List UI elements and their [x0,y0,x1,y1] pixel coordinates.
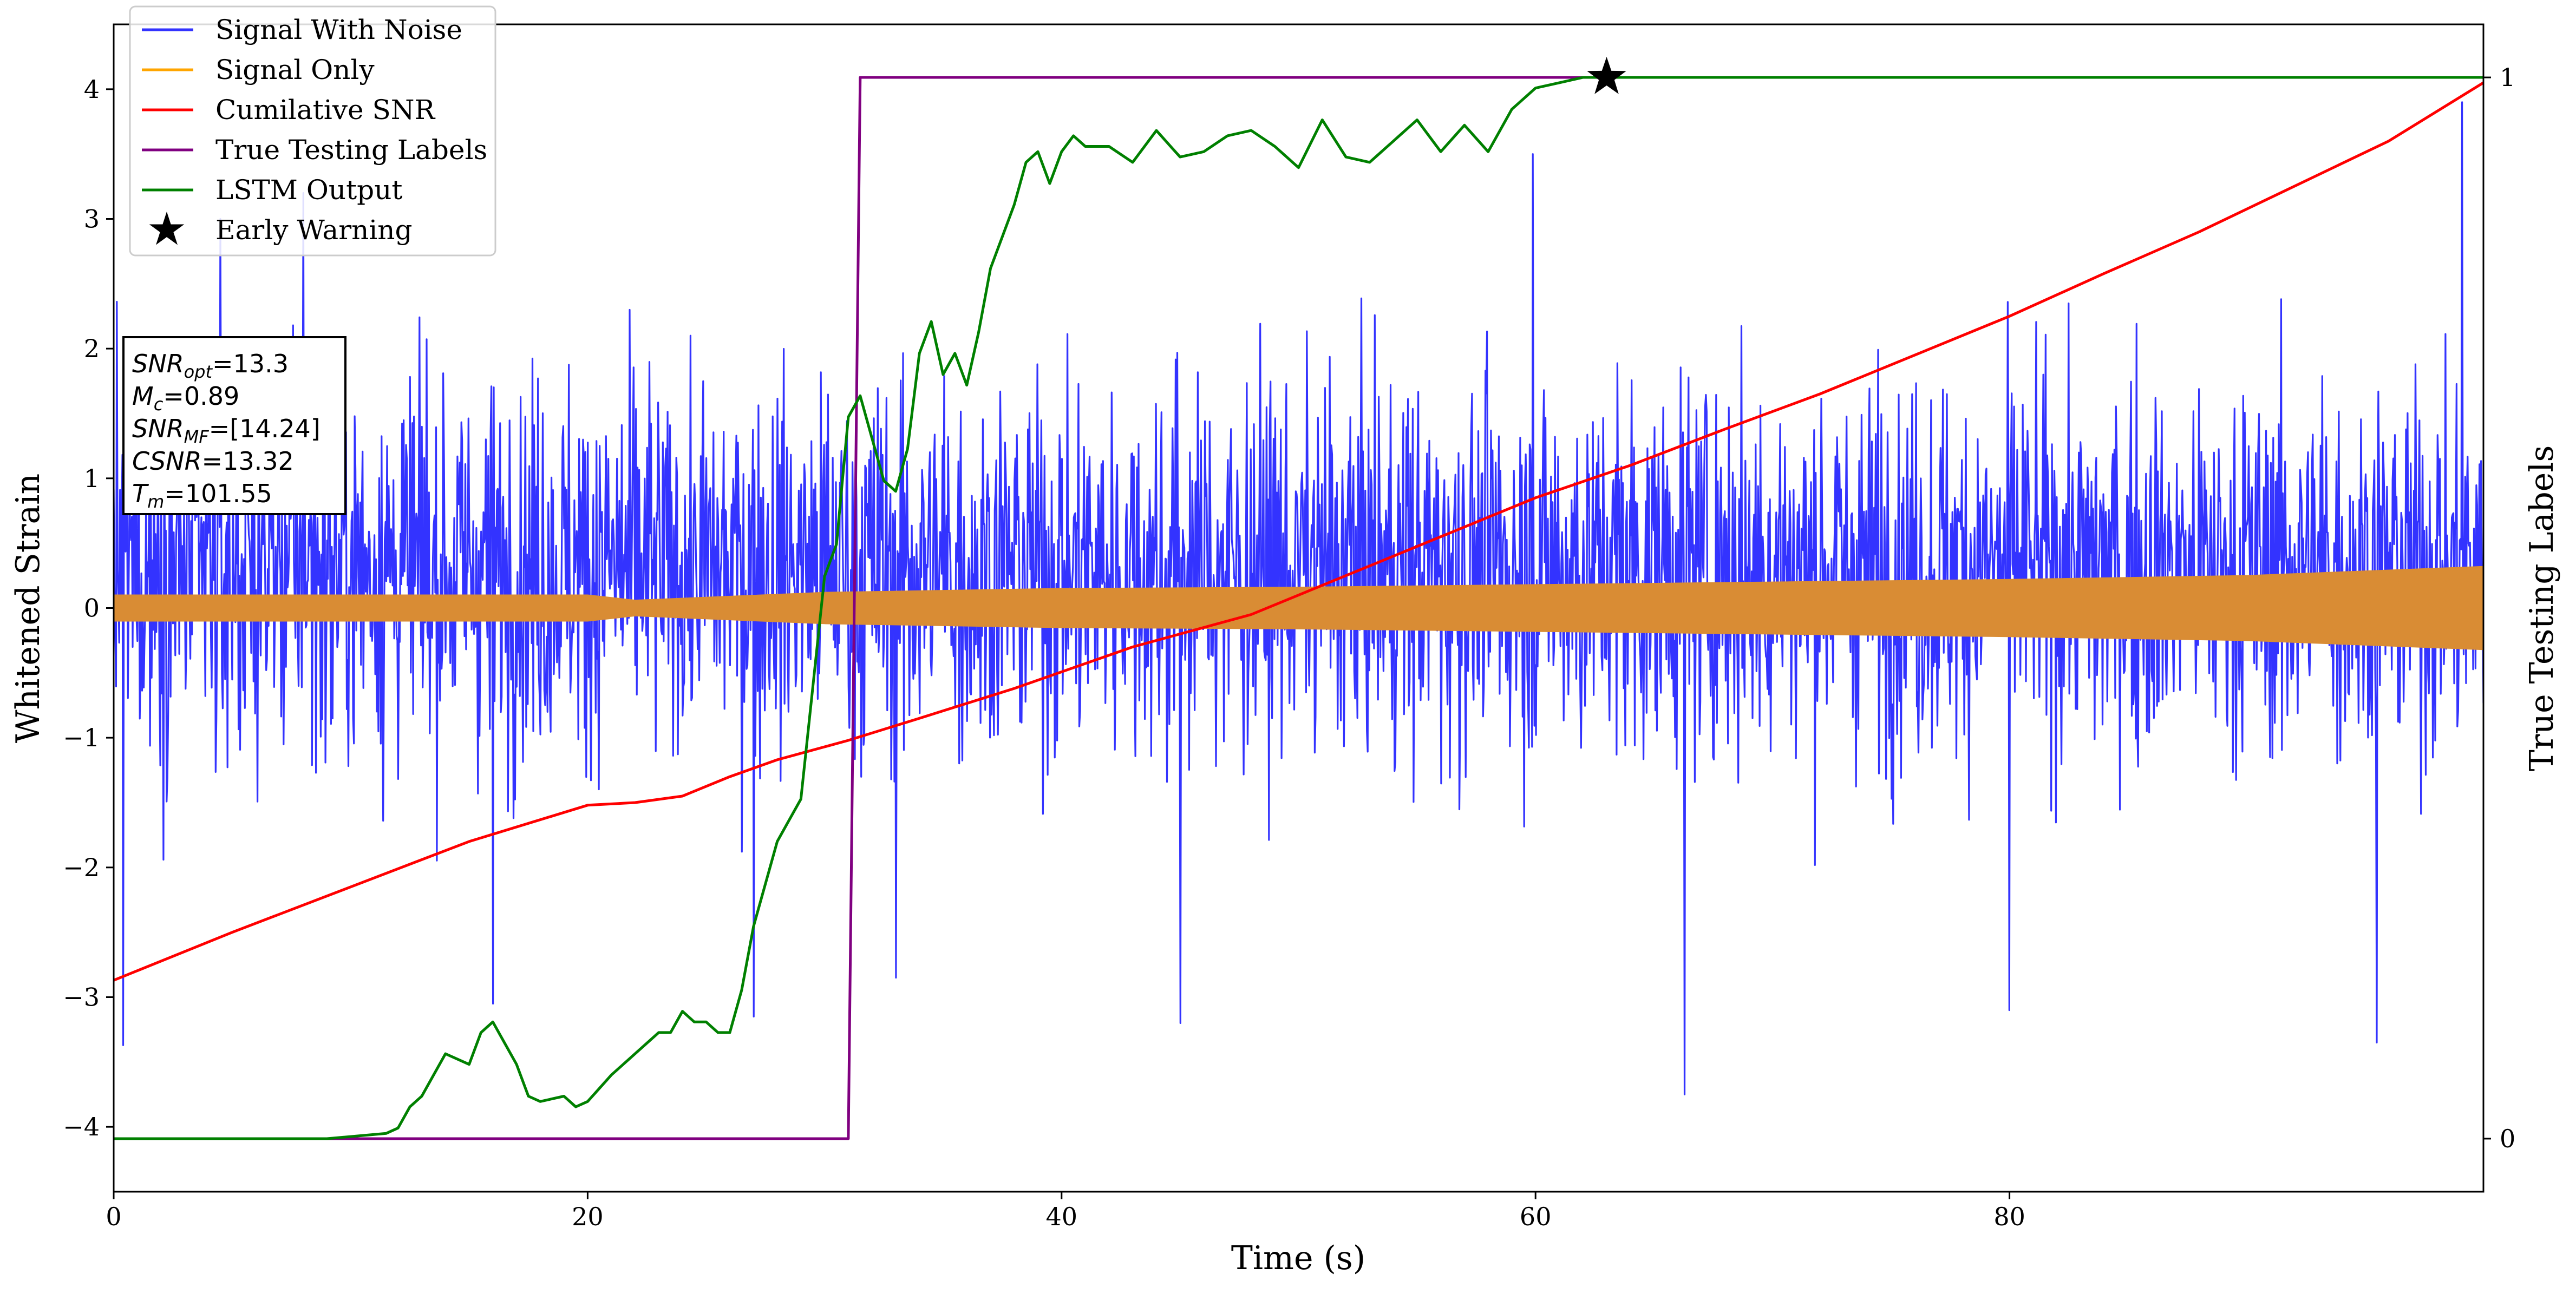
legend: Signal With Noise Signal Only Cumilative S… [129,5,496,257]
plot-area [114,76,2483,1140]
legend-label: LSTM Output [215,174,402,206]
info-line: SNRMF=[14.24] [132,414,321,447]
y-tick-label: −2 [63,853,100,882]
x-tick-label: 0 [106,1202,121,1231]
legend-label: Cumilative SNR [215,94,435,126]
y2-tick-label: 0 [2500,1124,2515,1153]
legend-label: Signal Only [215,54,375,86]
info-box: SNRopt=13.3Mc=0.89SNRMF=[14.24]CSNR=13.3… [122,336,346,515]
y2-tick-label: 1 [2500,63,2515,92]
early-warning-star [1587,57,1626,94]
info-box-frame [122,336,346,515]
y-tick-label: 3 [84,205,100,234]
y-tick-label: −4 [63,1112,100,1141]
legend-frame [129,5,496,257]
legend-label: Signal With Noise [215,14,462,45]
legend-label: Early Warning [215,214,413,246]
cumulative-snr-line [114,81,2483,982]
x-tick-label: 60 [1520,1202,1552,1231]
info-line: Tm=101.55 [132,479,272,512]
signal-only-band [114,566,2483,651]
lstm-output-line [114,76,2483,1140]
y-tick-label: −3 [63,983,100,1012]
info-line: CSNR=13.32 [132,446,294,476]
x-tick-label: 80 [1993,1202,2025,1231]
y-tick-label: −1 [63,723,100,752]
y-tick-label: 1 [84,464,100,493]
info-line: SNRopt=13.3 [132,349,289,382]
y-tick-label: 4 [84,75,100,104]
y-tick-label: 0 [84,594,100,623]
y2-axis-label: True Testing Labels [2523,445,2561,772]
true-testing-labels-line [114,76,1607,1140]
x-axis-label: Time (s) [1231,1239,1365,1277]
legend-label: True Testing Labels [215,134,487,166]
info-line: Mc=0.89 [132,382,239,415]
x-tick-label: 20 [572,1202,604,1231]
legend-star-marker [149,212,185,245]
x-tick-label: 40 [1046,1202,1078,1231]
y-tick-label: 2 [84,334,100,363]
y-axis-label: Whitened Strain [9,474,47,743]
